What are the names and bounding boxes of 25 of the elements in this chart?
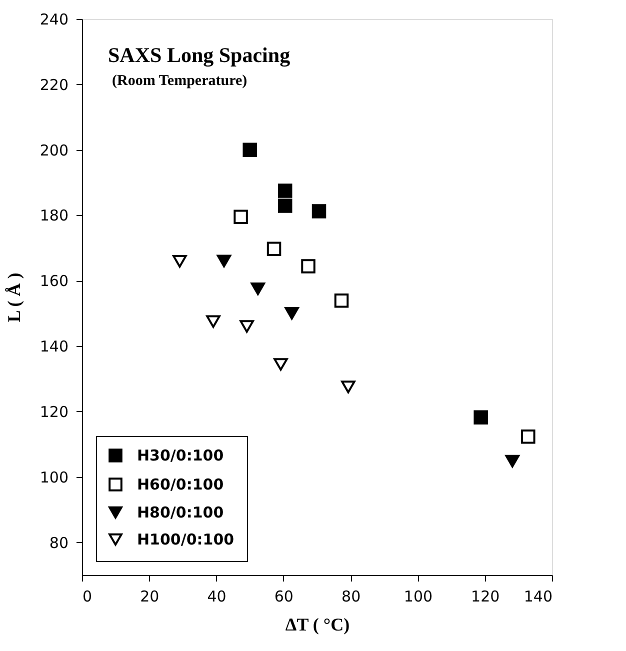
x-tick-label: 140 [524,588,552,606]
y-tick-label: 180 [40,206,68,225]
y-tick-label: 160 [40,272,68,290]
y-tick-label: 140 [40,338,68,356]
y-tick-label: 120 [40,402,68,421]
text: (Room Temperature) [112,73,248,89]
x-tick-label: 100 [404,588,433,606]
legend-label: H60/0:100 [137,476,224,494]
x-tick-label: 40 [207,588,226,606]
x-axis-title: ΔT ( °C) [285,614,350,634]
x-tick-label: 60 [274,588,294,606]
y-axis-title: L ( Å ) [4,272,24,322]
legend-label: H30/0:100 [137,446,224,464]
x-tick-label: 20 [140,588,160,606]
y-tick-label: 80 [49,534,68,552]
x-tick-label: 80 [342,588,361,606]
y-tick-label: 220 [40,76,68,94]
y-tick-label: 200 [40,141,68,160]
legend-label: H80/0:100 [137,504,224,522]
text: SAXS Long Spacing [108,43,291,67]
y-tick-label: 240 [40,10,68,28]
x-tick-label: 0 [82,588,92,606]
x-tick-label: 120 [471,588,500,606]
y-tick-label: 100 [40,468,68,486]
legend-label: H100/0:100 [137,530,234,548]
